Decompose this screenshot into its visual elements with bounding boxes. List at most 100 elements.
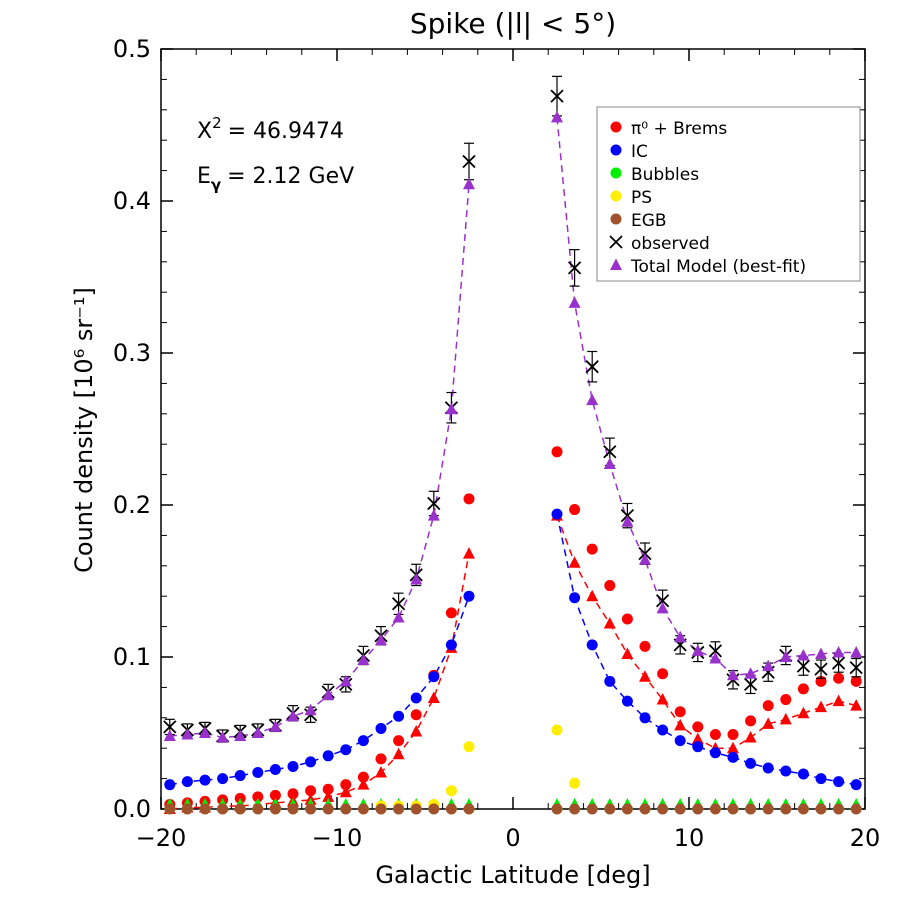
point-brems [639, 640, 651, 652]
point-total-model-best-fit [322, 688, 335, 700]
point-brems-fit [815, 700, 827, 713]
point-brems-fit [779, 712, 792, 725]
point-observed [391, 597, 406, 611]
point-brems [357, 771, 369, 783]
point-ic [305, 756, 317, 768]
point-brems-fit [797, 706, 810, 719]
point-ps [551, 724, 563, 736]
x-tick-label: 20 [850, 824, 881, 852]
point-brems-fit [727, 741, 739, 754]
x-tick-label: 0 [505, 824, 520, 852]
point-brems-fit [674, 718, 687, 731]
point-ic [445, 639, 457, 651]
point-brems [252, 791, 264, 803]
point-egb [762, 803, 774, 815]
point-total-model-best-fit [181, 728, 194, 740]
point-total-model-best-fit [744, 667, 757, 679]
point-brems [604, 580, 616, 592]
point-egb [287, 803, 299, 815]
point-ic [393, 710, 405, 722]
point-total-model-best-fit [586, 393, 599, 406]
point-total-model-best-fit [779, 650, 792, 662]
point-observed [796, 659, 811, 673]
point-egb [780, 803, 792, 815]
point-egb [604, 803, 616, 815]
x-tick-label: −10 [312, 824, 363, 852]
point-egb [445, 803, 457, 815]
point-egb [639, 803, 651, 815]
point-egb [393, 803, 405, 815]
point-ic [833, 776, 845, 788]
point-total-model-best-fit [427, 509, 440, 521]
point-brems-fit [850, 699, 863, 711]
point-ic [639, 712, 651, 724]
point-total-model-best-fit [691, 644, 704, 656]
point-observed [603, 445, 617, 459]
point-total-model-best-fit [832, 645, 845, 658]
point-ic [850, 779, 862, 791]
point-egb [164, 803, 176, 815]
point-brems-fit [586, 589, 599, 602]
legend-label-observed: observed [631, 234, 710, 254]
series-line-brems-fit [556, 515, 857, 749]
point-total-model-best-fit [199, 726, 211, 738]
point-egb [850, 803, 862, 815]
point-brems [445, 607, 457, 619]
point-egb [797, 803, 809, 815]
point-ic [428, 671, 440, 683]
y-tick-label: 0.1 [113, 643, 151, 671]
point-ic [375, 722, 387, 734]
point-total-model-best-fit [674, 630, 687, 643]
point-ic [797, 768, 809, 780]
point-ic [674, 735, 686, 747]
x-axis-label: Galactic Latitude [deg] [375, 861, 650, 889]
point-brems [463, 493, 475, 505]
point-ic [252, 767, 264, 779]
legend-label-egb: EGB [631, 211, 667, 231]
point-egb [727, 803, 739, 815]
point-observed [567, 261, 582, 275]
point-brems [692, 721, 704, 733]
point-brems-fit [410, 724, 423, 737]
point-egb [674, 803, 686, 815]
point-total-model-best-fit [163, 729, 176, 742]
point-ic [322, 750, 334, 762]
point-egb [322, 803, 334, 815]
point-egb [586, 803, 598, 815]
axis-ticks: −20 −10 0 10 20 0.0 0.1 0.2 0.3 0.4 0.5 [113, 35, 880, 852]
point-ic [745, 757, 757, 769]
point-ic [621, 695, 633, 707]
point-brems [586, 543, 598, 555]
legend-marker-ps [610, 190, 622, 202]
point-brems-fit [762, 717, 775, 729]
point-total-model-best-fit [357, 653, 370, 666]
point-egb [692, 803, 704, 815]
y-tick-label: 0.0 [113, 795, 151, 823]
point-ic [709, 747, 721, 759]
point-egb [375, 803, 387, 815]
series-layer [163, 75, 863, 815]
point-ic [199, 774, 211, 786]
point-egb [833, 803, 845, 815]
point-ic [762, 762, 774, 774]
point-brems [569, 504, 581, 516]
point-brems-fit [322, 790, 335, 802]
point-ps [463, 741, 475, 753]
series-line-brems-fit [169, 553, 470, 810]
legend-marker-brems [610, 121, 622, 133]
point-brems [657, 668, 669, 680]
point-egb [234, 803, 246, 815]
point-brems [745, 715, 757, 727]
point-observed [550, 89, 564, 103]
point-egb [217, 803, 229, 815]
point-egb [428, 803, 440, 815]
point-observed [655, 594, 670, 608]
point-ic [340, 744, 352, 756]
x-tick-label: −20 [136, 824, 187, 852]
point-egb [745, 803, 757, 815]
point-egb [340, 803, 352, 815]
point-brems-fit [603, 617, 616, 629]
point-total-model-best-fit [639, 553, 651, 565]
point-egb [709, 803, 721, 815]
point-total-model-best-fit [392, 610, 405, 623]
